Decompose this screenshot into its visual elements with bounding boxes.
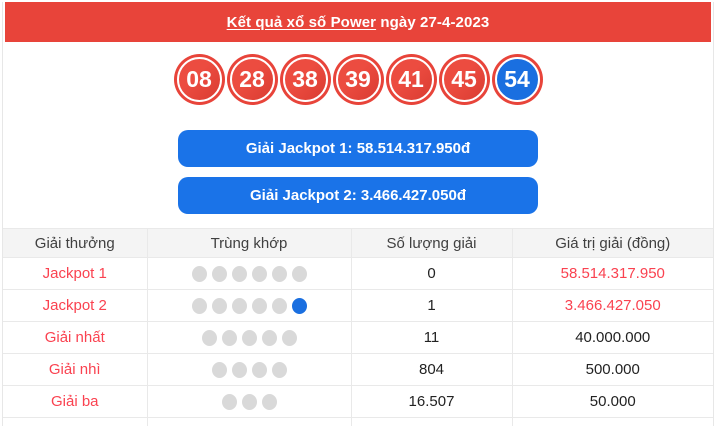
lottery-ball-number: 41 — [388, 57, 434, 102]
results-header-bar: Kết quả xổ số Power ngày 27-4-2023 — [5, 2, 711, 42]
header-prize: Giải thưởng — [3, 228, 147, 258]
lottery-ball: 08 — [173, 54, 225, 105]
match-dot-gray — [291, 266, 307, 283]
header-match: Trùng khớp — [146, 228, 351, 258]
lottery-ball-number: 38 — [282, 57, 328, 102]
match-dot-gray — [211, 298, 227, 315]
match-dots-cell — [146, 353, 351, 386]
lottery-ball-number: 39 — [335, 57, 381, 102]
winner-count-cell: 1 — [350, 289, 512, 322]
jackpot1-value-button[interactable]: Giải Jackpot 1: 58.514.317.950đ — [178, 130, 538, 167]
prize-value-cell: 50.000 — [511, 385, 713, 418]
winner-count-cell: 11 — [350, 321, 512, 354]
match-dot-gray — [241, 394, 257, 411]
match-dot-gray — [231, 298, 247, 315]
match-dots-cell — [146, 289, 351, 322]
lottery-ball: 54 — [491, 54, 543, 105]
lottery-ball: 39 — [332, 54, 384, 105]
match-dot-gray — [271, 362, 287, 379]
match-dots-cell — [146, 321, 351, 354]
prize-results-table: Giải thưởng Trùng khớp Số lượng giải Giá… — [3, 228, 713, 426]
match-dot-blue — [291, 298, 307, 315]
match-dot-gray — [251, 266, 267, 283]
prize-value-cell: 58.514.317.950 — [511, 257, 713, 290]
header-count: Số lượng giải — [350, 228, 512, 258]
lottery-ball-number: 08 — [176, 57, 222, 102]
prize-value-cell: 3.466.427.050 — [511, 289, 713, 322]
match-dot-gray — [251, 298, 267, 315]
winner-count-cell: 0 — [350, 257, 512, 290]
match-dot-gray — [241, 330, 257, 347]
lottery-ball: 38 — [279, 54, 331, 105]
results-title-link[interactable]: Kết quả xổ số Power — [226, 13, 377, 31]
table-row: Jackpot 2 1 3.466.427.050 — [3, 289, 713, 322]
match-dot-gray — [231, 266, 247, 283]
lottery-ball-number: 45 — [441, 57, 487, 102]
table-header-row: Giải thưởng Trùng khớp Số lượng giải Giá… — [3, 228, 713, 258]
lottery-ball: 45 — [438, 54, 490, 105]
match-dot-gray — [221, 330, 237, 347]
prize-name-cell: Giải ba — [3, 385, 147, 418]
match-dots-cell — [146, 257, 351, 290]
match-dot-gray — [281, 330, 297, 347]
match-dot-gray — [221, 394, 237, 411]
table-row: Jackpot 1 0 58.514.317.950 — [3, 257, 713, 290]
winner-count-cell: 16.507 — [350, 385, 512, 418]
prize-name-cell: Jackpot 1 — [3, 257, 147, 290]
match-dots-cell — [146, 385, 351, 418]
jackpot2-value-button[interactable]: Giải Jackpot 2: 3.466.427.050đ — [178, 177, 538, 214]
prize-name-cell: Giải nhất — [3, 321, 147, 354]
match-dot-gray — [271, 266, 287, 283]
partial-next-row — [3, 417, 713, 426]
prize-name-cell: Giải nhì — [3, 353, 147, 386]
lottery-ball-number: 28 — [229, 57, 275, 102]
prize-name-cell: Jackpot 2 — [3, 289, 147, 322]
header-value: Giá trị giải (đồng) — [511, 228, 713, 258]
table-row: Giải nhì 804 500.000 — [3, 353, 713, 386]
winning-numbers-row: 08 28 38 39 41 45 54 — [3, 54, 713, 105]
lottery-ball-number: 54 — [494, 57, 540, 102]
match-dot-gray — [211, 266, 227, 283]
match-dot-gray — [231, 362, 247, 379]
lottery-ball: 28 — [226, 54, 278, 105]
table-row: Giải ba 16.507 50.000 — [3, 385, 713, 418]
match-dot-gray — [191, 298, 207, 315]
lottery-ball: 41 — [385, 54, 437, 105]
prize-value-cell: 40.000.000 — [511, 321, 713, 354]
table-row: Giải nhất 11 40.000.000 — [3, 321, 713, 354]
winner-count-cell: 804 — [350, 353, 512, 386]
match-dot-gray — [271, 298, 287, 315]
prize-value-cell: 500.000 — [511, 353, 713, 386]
match-dot-gray — [211, 362, 227, 379]
match-dot-gray — [191, 266, 207, 283]
match-dot-gray — [261, 330, 277, 347]
results-title-date: ngày 27-4-2023 — [376, 13, 490, 31]
match-dot-gray — [201, 330, 217, 347]
match-dot-gray — [261, 394, 277, 411]
page-title: Kết quả xổ số Power ngày 27-4-2023 — [227, 14, 490, 31]
match-dot-gray — [251, 362, 267, 379]
